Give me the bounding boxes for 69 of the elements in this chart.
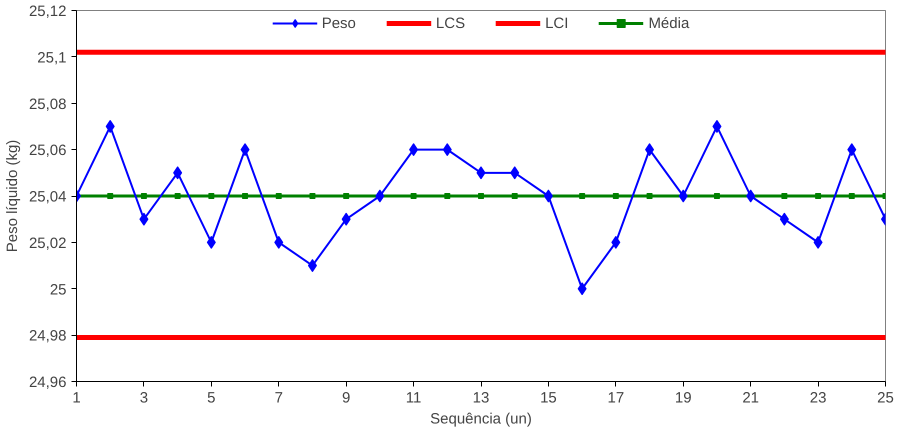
x-tick-label: 13 (472, 390, 490, 406)
point (240, 143, 250, 156)
point (308, 259, 317, 272)
y-tick-label: 25,04 (28, 188, 67, 206)
point (714, 193, 720, 199)
point (140, 193, 147, 199)
point (510, 166, 520, 180)
point (276, 193, 282, 199)
y-axis-title: Peso líquido (kg) (4, 140, 21, 252)
x-tick-label: 25 (877, 390, 894, 406)
x-tick-label: 15 (540, 390, 557, 406)
y-tick-label: 25,1 (37, 49, 67, 66)
point (274, 236, 284, 249)
point (544, 190, 553, 202)
point (343, 193, 350, 199)
point (173, 166, 182, 180)
point (712, 120, 722, 133)
point (208, 193, 214, 199)
point (847, 143, 856, 156)
point (646, 193, 653, 199)
point (611, 236, 620, 249)
point (781, 193, 788, 199)
point (242, 193, 248, 199)
point (107, 193, 114, 199)
y-tick-label: 24,98 (28, 328, 67, 345)
point (478, 193, 484, 199)
x-tick-label: 7 (274, 390, 283, 406)
point (442, 143, 452, 156)
point (780, 212, 789, 226)
point (206, 236, 216, 249)
point (645, 143, 654, 156)
point (612, 193, 619, 199)
y-tick-label: 24,96 (28, 374, 67, 391)
x-tick-label: 3 (140, 390, 148, 406)
y-tick-label: 25,02 (28, 234, 67, 252)
point (309, 193, 316, 199)
point (409, 143, 418, 156)
point (814, 236, 823, 249)
x-tick-label: 23 (810, 390, 826, 406)
x-tick-label: 21 (742, 390, 760, 406)
y-tick-label: 25 (50, 281, 67, 298)
legend-label: Média (648, 14, 690, 32)
point (174, 193, 181, 199)
x-tick-label: 5 (207, 390, 216, 406)
y-tick-label: 25,08 (28, 96, 67, 113)
x-tick-label: 9 (342, 390, 350, 406)
point (815, 193, 822, 199)
point (342, 212, 351, 226)
x-tick-label: 17 (607, 390, 624, 406)
point (512, 193, 518, 199)
point (139, 212, 148, 226)
x-tick-label: 19 (674, 390, 692, 406)
point (848, 193, 855, 199)
legend-label: LCI (545, 14, 568, 32)
point (444, 193, 450, 199)
point (410, 193, 417, 199)
point (746, 190, 756, 202)
point (678, 190, 688, 202)
point (578, 282, 587, 296)
point (375, 190, 384, 202)
point (106, 120, 115, 133)
x-tick-label: 11 (406, 390, 422, 406)
legend-label: LCS (436, 14, 466, 32)
y-tick-label: 25,06 (28, 142, 67, 160)
point (579, 193, 586, 199)
x-axis-title: Sequência (un) (430, 410, 532, 428)
legend-label: Peso (322, 14, 356, 32)
y-tick-label: 25,12 (28, 3, 67, 20)
x-tick-label: 1 (72, 390, 81, 406)
